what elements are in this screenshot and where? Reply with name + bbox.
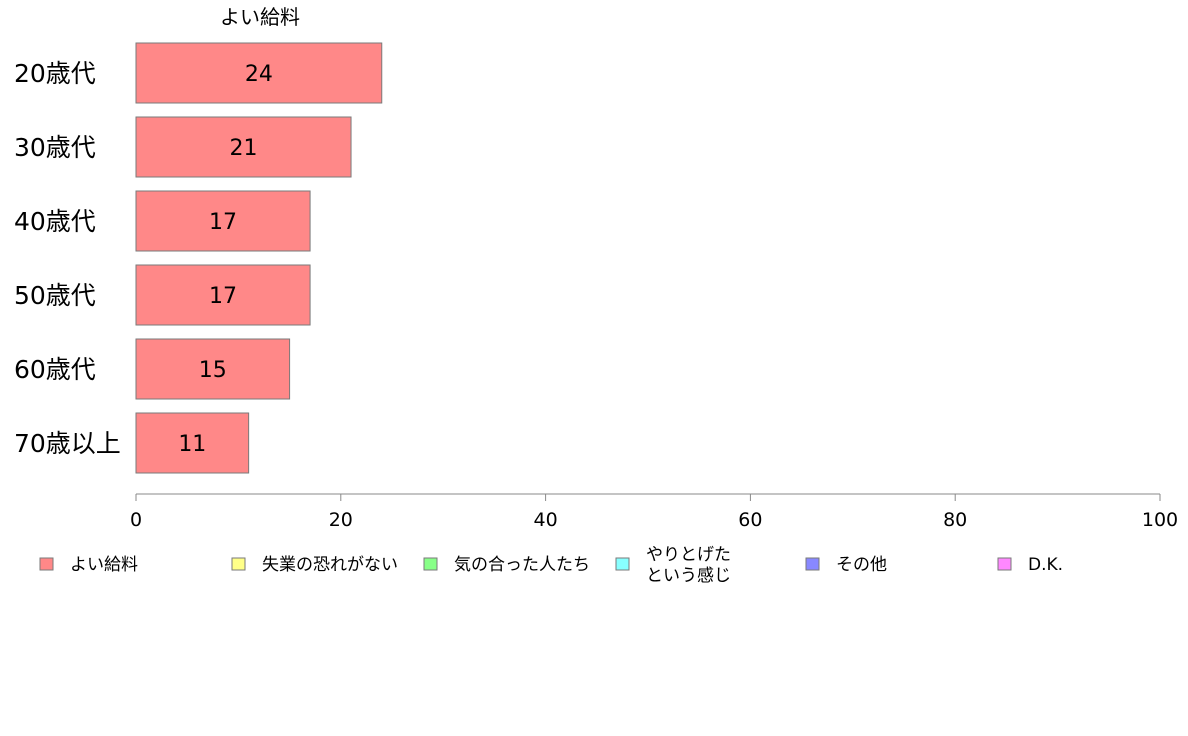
data-label-3: 17 [209,210,237,235]
bar-1 [135,42,383,104]
category-label-1: 20歳代 [14,59,96,88]
legend-swatch-3 [423,557,438,571]
x-tick-label-40: 40 [534,509,558,531]
legend-label-3: 気の合った人たち [454,555,590,575]
legend-label-5: その他 [836,555,887,575]
data-label-1: 24 [245,62,273,87]
x-tick-label-100: 100 [1142,509,1178,531]
chart-title: よい給料 [220,5,300,29]
x-tick-label-20: 20 [329,509,353,531]
category-label-5: 60歳代 [14,355,96,384]
legend-swatch-4 [615,557,630,571]
legend-label-2: 失業の恐れがない [262,555,398,575]
bar-3 [135,190,311,252]
category-label-4: 50歳代 [14,281,96,310]
legend-label-4: やりとげたという感じ [646,545,731,586]
category-label-2: 30歳代 [14,133,96,162]
legend-swatch-6 [997,557,1012,571]
data-label-6: 11 [178,432,206,457]
x-tick-label-60: 60 [738,509,762,531]
bar-6 [135,412,250,474]
data-label-2: 21 [230,136,258,161]
legend-swatch-2 [231,557,246,571]
x-tick-label-80: 80 [943,509,967,531]
category-label-6: 70歳以上 [14,429,121,458]
legend-swatch-5 [805,557,820,571]
bar-4 [135,264,311,326]
bars-layer: 24 20歳代 21 30歳代 17 40歳代 17 50歳代 15 60歳代 11 70歳以上 [14,42,383,474]
category-label-3: 40歳代 [14,207,96,236]
legend-label-1: よい給料 [70,555,138,575]
x-tick-label-0: 0 [130,509,142,531]
bar-5 [135,338,291,400]
bar-2 [135,116,352,178]
legend: よい給料 失業の恐れがない 気の合った人たち やりとげたという感じ その他 D.K. [39,545,1063,586]
data-label-4: 17 [209,284,237,309]
legend-label-6: D.K. [1028,555,1063,575]
x-axis: 0 20 40 60 80 100 [130,493,1178,531]
data-label-5: 15 [199,358,227,383]
legend-swatch-1 [39,557,54,571]
